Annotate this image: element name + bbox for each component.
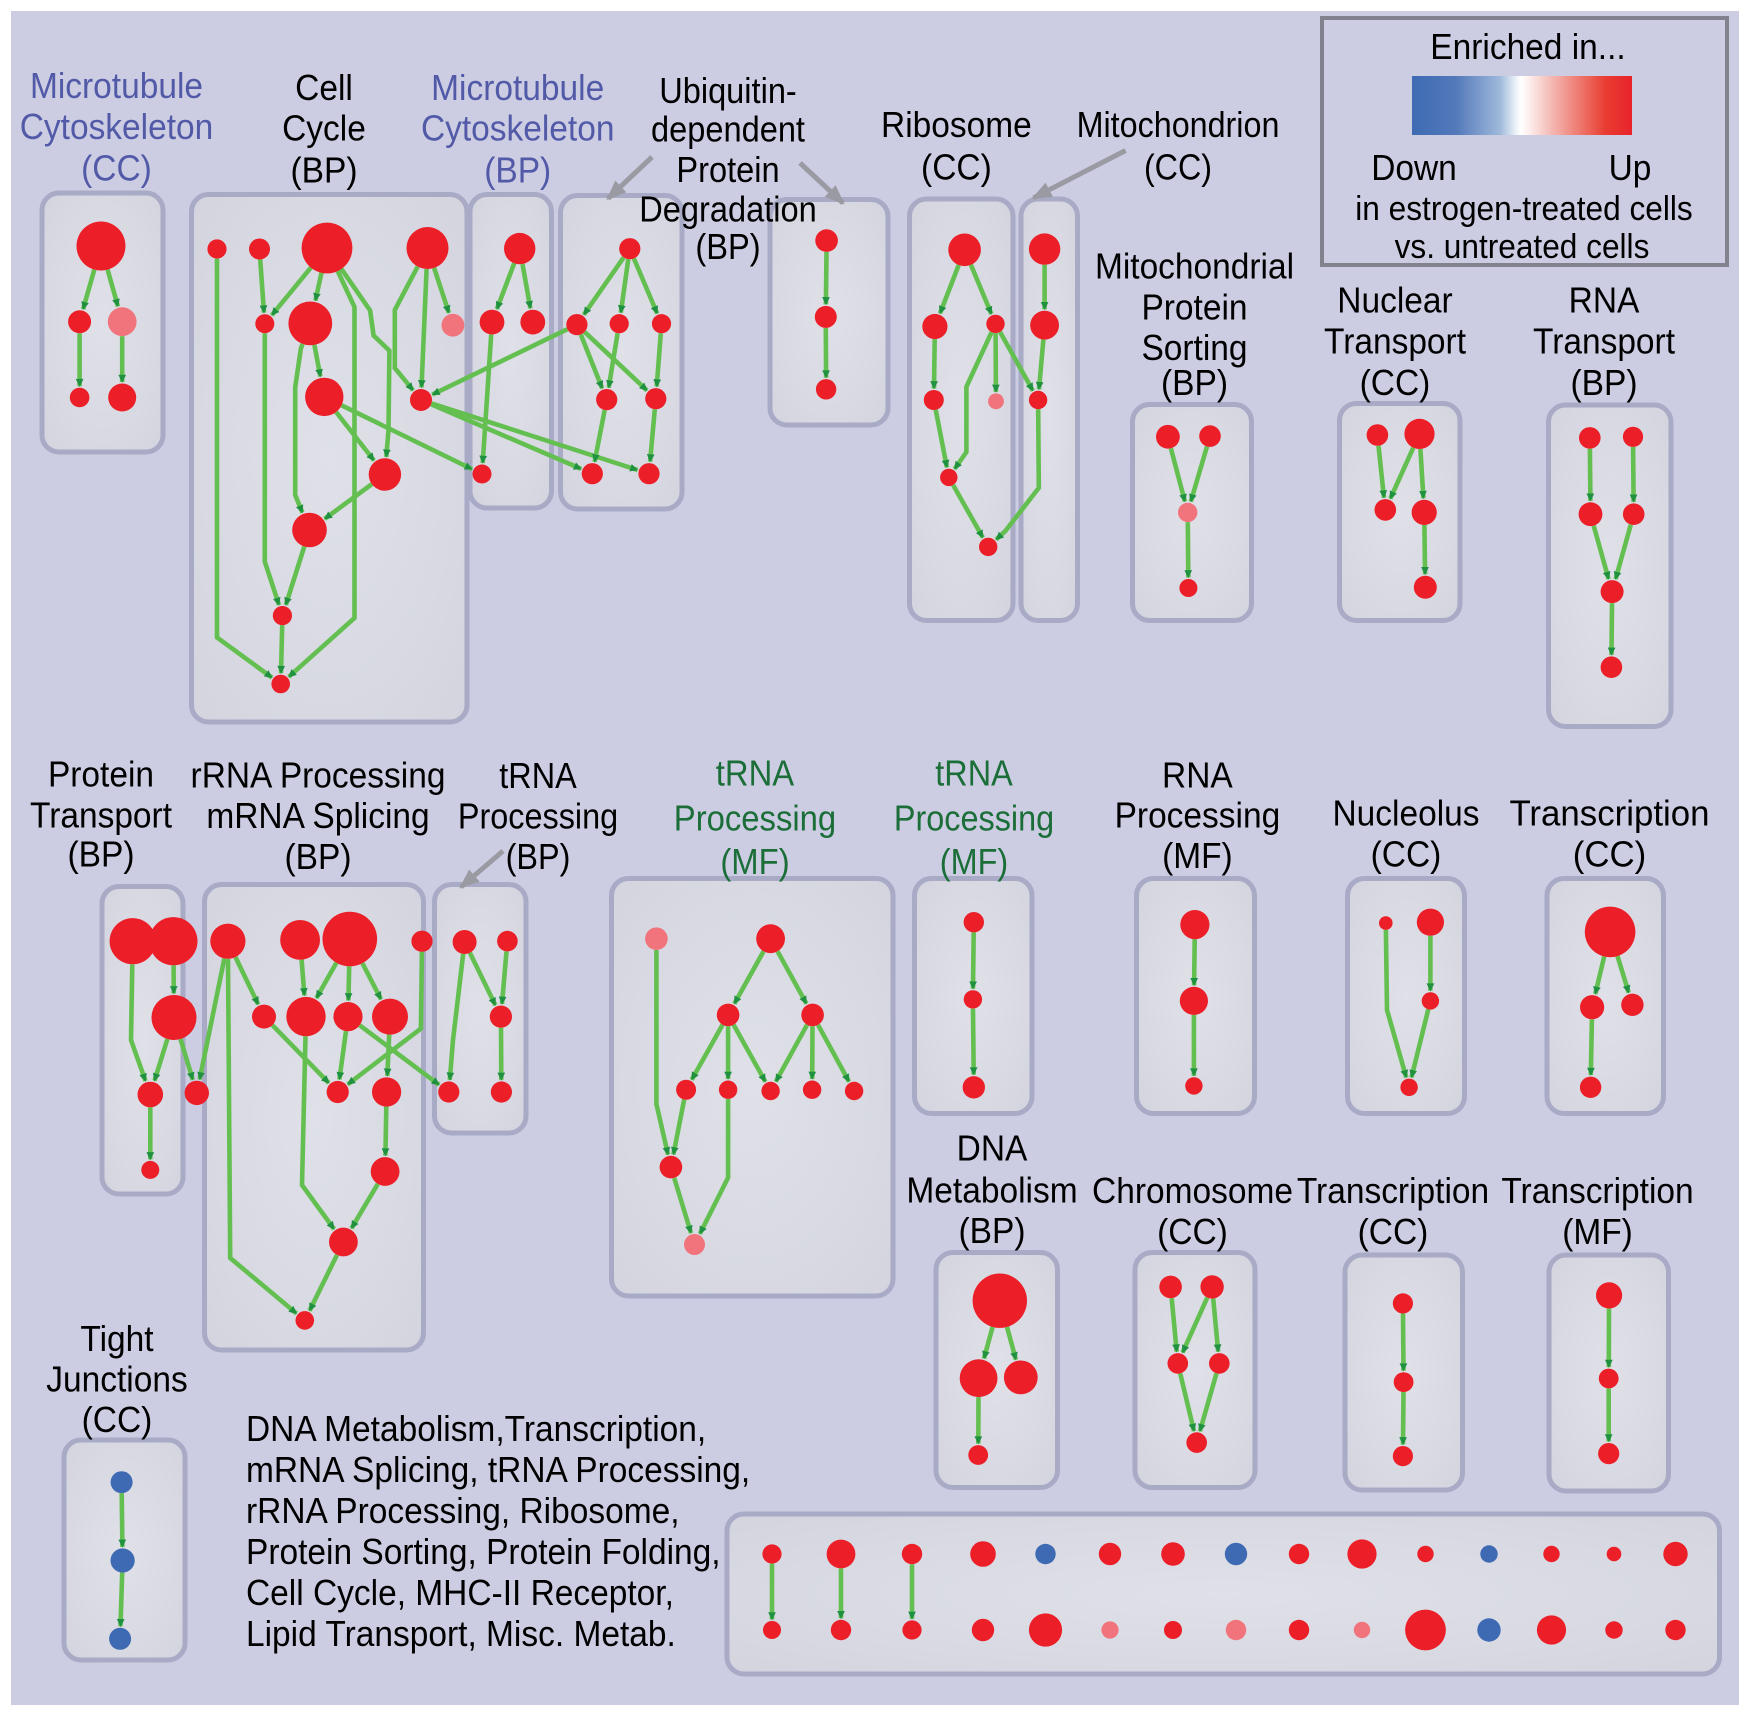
svg-text:Cytoskeleton: Cytoskeleton <box>421 108 615 149</box>
svg-text:tRNA: tRNA <box>716 753 794 794</box>
svg-text:DNA: DNA <box>957 1127 1028 1168</box>
svg-text:Transcription: Transcription <box>1297 1170 1489 1211</box>
svg-text:Ribosome: Ribosome <box>881 104 1032 145</box>
svg-text:(CC): (CC) <box>1371 834 1442 875</box>
svg-text:(BP): (BP) <box>1161 362 1228 403</box>
svg-text:(MF): (MF) <box>1562 1211 1633 1252</box>
svg-text:(CC): (CC) <box>1144 147 1212 188</box>
svg-text:(MF): (MF) <box>1162 835 1233 876</box>
svg-text:Microtubule: Microtubule <box>30 65 203 106</box>
svg-text:RNA: RNA <box>1569 279 1640 320</box>
svg-text:(BP): (BP) <box>695 226 760 267</box>
svg-text:Processing: Processing <box>458 796 618 837</box>
svg-text:(CC): (CC) <box>82 1399 153 1440</box>
svg-text:Down: Down <box>1371 147 1457 188</box>
svg-text:Cell: Cell <box>295 67 353 108</box>
svg-text:dependent: dependent <box>651 109 805 150</box>
svg-text:(MF): (MF) <box>940 841 1008 882</box>
svg-text:Cytoskeleton: Cytoskeleton <box>20 106 214 147</box>
svg-text:Microtubule: Microtubule <box>431 67 604 108</box>
svg-text:rRNA Processing, Ribosome,: rRNA Processing, Ribosome, <box>246 1490 680 1531</box>
svg-text:(CC): (CC) <box>1573 834 1647 875</box>
svg-text:Transcription: Transcription <box>1501 1170 1693 1211</box>
svg-text:Chromosome: Chromosome <box>1092 1170 1293 1211</box>
svg-text:mRNA Splicing, tRNA Processing: mRNA Splicing, tRNA Processing, <box>246 1449 750 1490</box>
svg-text:Transcription: Transcription <box>1509 793 1709 834</box>
svg-text:Nuclear: Nuclear <box>1337 279 1452 320</box>
svg-text:Mitochondrion: Mitochondrion <box>1077 104 1280 145</box>
svg-text:(CC): (CC) <box>81 148 152 189</box>
svg-text:(CC): (CC) <box>1157 1211 1228 1252</box>
svg-text:Processing: Processing <box>674 798 836 839</box>
svg-text:(BP): (BP) <box>68 834 135 875</box>
svg-text:Metabolism: Metabolism <box>906 1170 1077 1211</box>
svg-text:Protein: Protein <box>1141 286 1247 327</box>
svg-text:Transport: Transport <box>30 795 172 836</box>
svg-text:DNA Metabolism,Transcription,: DNA Metabolism,Transcription, <box>246 1408 706 1449</box>
svg-text:Cycle: Cycle <box>282 108 366 149</box>
svg-text:Sorting: Sorting <box>1141 327 1247 368</box>
svg-text:Transport: Transport <box>1324 321 1466 362</box>
svg-text:(MF): (MF) <box>720 841 789 882</box>
svg-text:Protein: Protein <box>676 149 779 190</box>
svg-text:(CC): (CC) <box>921 147 992 188</box>
svg-text:Cell Cycle, MHC-II Receptor,: Cell Cycle, MHC-II Receptor, <box>246 1572 674 1613</box>
svg-text:Processing: Processing <box>894 798 1054 839</box>
svg-text:Up: Up <box>1609 147 1652 188</box>
svg-text:Protein: Protein <box>48 754 154 795</box>
svg-text:(BP): (BP) <box>484 149 551 190</box>
svg-text:(BP): (BP) <box>291 149 358 190</box>
svg-text:(CC): (CC) <box>1358 1211 1429 1252</box>
svg-text:(BP): (BP) <box>959 1210 1026 1251</box>
svg-text:(BP): (BP) <box>506 836 571 877</box>
svg-text:Ubiquitin-: Ubiquitin- <box>659 70 797 111</box>
svg-text:Transport: Transport <box>1533 321 1675 362</box>
svg-text:(CC): (CC) <box>1360 362 1431 403</box>
svg-text:Processing: Processing <box>1115 795 1281 836</box>
svg-text:Degradation: Degradation <box>639 189 817 230</box>
svg-text:rRNA Processing: rRNA Processing <box>191 754 446 795</box>
svg-text:RNA: RNA <box>1162 755 1233 796</box>
svg-text:tRNA: tRNA <box>935 753 1012 794</box>
svg-text:Nucleolus: Nucleolus <box>1333 793 1480 834</box>
svg-text:Enriched in...: Enriched in... <box>1430 26 1625 67</box>
svg-text:in estrogen-treated cells: in estrogen-treated cells <box>1355 190 1693 228</box>
svg-text:Protein Sorting, Protein Foldi: Protein Sorting, Protein Folding, <box>246 1531 721 1572</box>
svg-text:Mitochondrial: Mitochondrial <box>1095 246 1294 287</box>
svg-text:(BP): (BP) <box>285 836 352 877</box>
svg-text:Tight: Tight <box>80 1318 153 1359</box>
svg-text:mRNA Splicing: mRNA Splicing <box>206 795 429 836</box>
svg-text:vs. untreated cells: vs. untreated cells <box>1395 228 1650 266</box>
svg-text:(BP): (BP) <box>1571 362 1638 403</box>
svg-text:tRNA: tRNA <box>499 755 576 796</box>
svg-text:Lipid Transport, Misc. Metab.: Lipid Transport, Misc. Metab. <box>246 1613 676 1654</box>
svg-text:Junctions: Junctions <box>46 1359 187 1400</box>
